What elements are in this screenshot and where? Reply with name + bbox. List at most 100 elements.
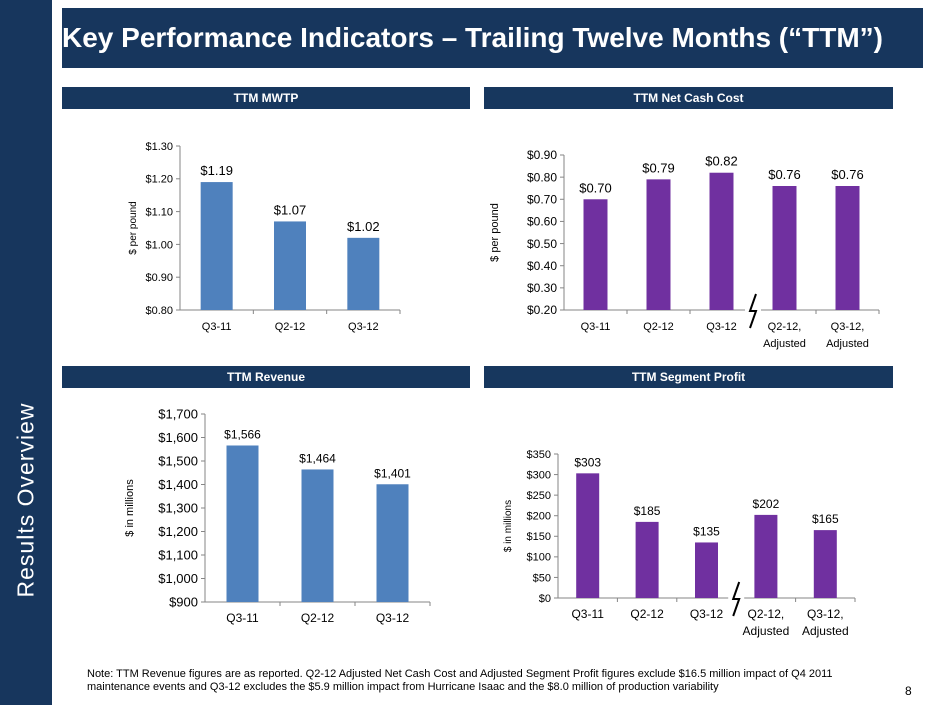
data-label: $1.19 xyxy=(200,163,233,178)
bar xyxy=(635,521,659,598)
bar xyxy=(347,237,380,310)
bar xyxy=(200,182,233,310)
panel-header-mwtp: TTM MWTP xyxy=(62,87,470,109)
category-label: Q3-12, xyxy=(807,607,844,621)
category-label: Adjusted xyxy=(802,624,849,638)
sidebar-label-wrap: Results Overview xyxy=(0,300,52,700)
data-label: $1,566 xyxy=(224,427,261,441)
y-tick-label: $150 xyxy=(527,531,551,543)
bar xyxy=(301,469,334,602)
y-axis-title: $ in millions xyxy=(503,500,514,552)
y-tick-label: $1,000 xyxy=(158,571,198,586)
category-label: Q2-12, xyxy=(748,607,785,621)
y-tick-label: $0.40 xyxy=(527,259,557,273)
chart-revenue: $900 $1,000 $1,100 $1,200 $1,300 $1,400 $1,500… xyxy=(124,407,431,625)
category-label: Q3-12 xyxy=(348,321,379,333)
y-tick-label: $300 xyxy=(527,469,551,481)
chart-mwtp: $0.80 $0.90 $1.00 $1.10 $1.20 $1.30 $ per poun… xyxy=(128,141,401,333)
category-label: Q3-11 xyxy=(581,321,611,333)
bar xyxy=(709,172,734,310)
category-label: Q2-12 xyxy=(630,607,664,621)
footnote: Note: TTM Revenue figures are as reporte… xyxy=(87,668,833,693)
data-label: $1.02 xyxy=(347,219,380,234)
y-tick-label: $0.90 xyxy=(527,148,557,162)
y-tick-label: $0.60 xyxy=(527,215,557,229)
chart-segment-profit: $0 $50 $100 $150 $200 $250 $300 $350 $ in millio… xyxy=(503,449,856,638)
y-tick-label: $0.90 xyxy=(145,272,173,284)
data-label: $303 xyxy=(574,455,601,469)
data-label: $135 xyxy=(693,524,720,538)
axis-break-marker xyxy=(748,293,758,329)
title-bar: Key Performance Indicators – Trailing Tw… xyxy=(62,8,923,68)
bar xyxy=(835,186,860,310)
category-label: Adjusted xyxy=(826,338,869,350)
category-label: Q2-12 xyxy=(301,611,335,625)
bar xyxy=(274,221,306,310)
y-tick-label: $0.80 xyxy=(527,170,557,184)
y-tick-label: $1.10 xyxy=(145,206,173,218)
y-tick-label: $250 xyxy=(527,490,551,502)
data-label: $0.70 xyxy=(579,180,612,195)
page-title: Key Performance Indicators – Trailing Tw… xyxy=(62,22,883,53)
category-label: Q2-12, xyxy=(768,321,802,333)
y-tick-label: $0.70 xyxy=(527,192,557,206)
bar xyxy=(772,186,797,310)
y-tick-label: $1.00 xyxy=(145,239,173,251)
y-tick-label: $1,700 xyxy=(158,407,198,422)
category-label: Q2-12 xyxy=(643,321,674,333)
y-tick-label: $1,600 xyxy=(158,430,198,445)
data-label: $0.79 xyxy=(642,160,675,175)
page-number: 8 xyxy=(905,684,912,698)
y-tick-label: $1,300 xyxy=(158,501,198,516)
bar xyxy=(583,199,608,310)
data-label: $1,401 xyxy=(374,466,411,480)
y-tick-label: $50 xyxy=(533,572,551,584)
sidebar: Results Overview xyxy=(0,0,52,705)
y-tick-label: $1.30 xyxy=(145,141,173,153)
y-tick-label: $100 xyxy=(527,552,551,564)
y-tick-label: $0.30 xyxy=(527,281,557,295)
data-label: $165 xyxy=(812,512,839,526)
category-label: Q3-12, xyxy=(831,321,865,333)
category-label: Q3-11 xyxy=(226,611,259,625)
bar xyxy=(646,179,671,310)
bar xyxy=(576,473,600,598)
category-label: Q3-12 xyxy=(690,607,724,621)
data-label: $202 xyxy=(753,497,780,511)
data-label: $185 xyxy=(634,504,661,518)
data-label: $0.82 xyxy=(705,154,738,169)
panel-header-segment-profit: TTM Segment Profit xyxy=(484,366,893,388)
y-tick-label: $0.80 xyxy=(145,305,173,317)
data-label: $0.76 xyxy=(768,167,801,182)
category-label: Q3-11 xyxy=(571,607,604,621)
y-tick-label: $1,400 xyxy=(158,477,198,492)
y-tick-label: $900 xyxy=(169,595,198,610)
data-label: $1.07 xyxy=(274,202,307,217)
y-tick-label: $350 xyxy=(527,449,551,461)
y-tick-label: $0.20 xyxy=(527,303,557,317)
category-label: Q3-12 xyxy=(376,611,410,625)
y-axis-title: $ in millions xyxy=(124,479,136,537)
bar xyxy=(376,484,409,602)
y-tick-label: $1,500 xyxy=(158,454,198,469)
bar xyxy=(226,445,259,602)
category-label: Adjusted xyxy=(763,338,806,350)
category-label: Q3-11 xyxy=(202,321,232,333)
y-tick-label: $1,200 xyxy=(158,524,198,539)
y-tick-label: $1.20 xyxy=(145,174,173,186)
sidebar-label: Results Overview xyxy=(12,402,39,598)
bar xyxy=(695,542,718,598)
bar xyxy=(813,530,837,598)
y-axis-title: $ per pound xyxy=(489,203,501,262)
bar xyxy=(754,514,778,598)
chart-net-cash-cost: $0.20 $0.30 $0.40 $0.50 $0.60 $0.70 $0.80 $0.90… xyxy=(489,148,880,350)
y-tick-label: $200 xyxy=(527,511,551,523)
data-label: $0.76 xyxy=(831,167,864,182)
y-tick-label: $0.50 xyxy=(527,237,557,251)
y-axis-title: $ per pound xyxy=(128,201,139,254)
y-tick-label: $0 xyxy=(539,593,551,605)
category-label: Adjusted xyxy=(743,624,790,638)
category-label: Q3-12 xyxy=(706,321,737,333)
y-tick-label: $1,100 xyxy=(158,548,198,563)
panel-header-revenue: TTM Revenue xyxy=(62,366,470,388)
